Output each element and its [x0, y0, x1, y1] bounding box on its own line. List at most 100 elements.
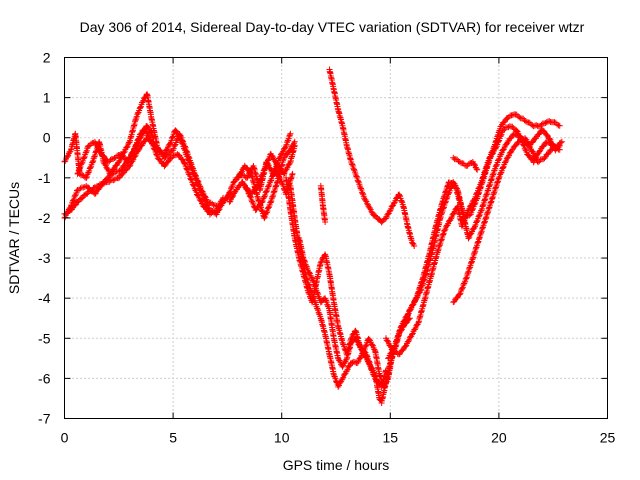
data-point — [402, 317, 409, 324]
y-tick-label: -2 — [38, 210, 51, 226]
data-point — [135, 136, 142, 143]
data-point — [508, 147, 515, 154]
data-point — [362, 353, 369, 360]
data-point — [284, 150, 291, 157]
data-point — [139, 99, 146, 106]
data-point — [194, 178, 201, 185]
data-point — [121, 162, 128, 169]
data-point — [107, 156, 114, 163]
data-point — [169, 134, 176, 141]
data-point — [400, 323, 407, 330]
data-point — [209, 200, 216, 207]
data-point — [192, 172, 199, 179]
data-point — [368, 366, 375, 373]
data-point — [154, 144, 161, 151]
data-point — [525, 141, 532, 148]
data-point — [183, 148, 190, 155]
data-point — [149, 133, 156, 140]
data-point — [522, 118, 529, 125]
data-point — [317, 259, 324, 266]
data-point — [161, 163, 168, 170]
y-tick-label: -4 — [38, 290, 51, 306]
data-point — [459, 285, 466, 292]
data-point — [71, 202, 78, 209]
data-point — [339, 375, 346, 382]
data-point — [64, 153, 71, 160]
data-point — [115, 159, 122, 166]
data-point — [368, 208, 375, 215]
data-point — [520, 115, 527, 122]
data-point — [339, 363, 346, 370]
y-tick-label: 0 — [43, 130, 51, 146]
data-point — [185, 154, 192, 161]
data-point — [548, 147, 555, 154]
data-points — [61, 66, 565, 407]
data-point — [284, 137, 291, 144]
data-point — [353, 173, 360, 180]
data-point — [359, 190, 366, 197]
data-point — [493, 162, 500, 169]
data-point — [504, 115, 511, 122]
data-point — [382, 215, 389, 222]
data-point — [452, 206, 459, 213]
y-tick-label: -5 — [38, 330, 51, 346]
data-point — [201, 193, 208, 200]
data-point — [411, 243, 418, 250]
data-point — [448, 180, 455, 187]
data-point — [472, 223, 479, 230]
data-point — [369, 341, 376, 348]
series-arc-4 — [74, 123, 157, 177]
data-point — [406, 307, 413, 314]
data-point — [471, 161, 478, 168]
data-point — [473, 218, 480, 225]
data-point — [534, 159, 541, 166]
data-point — [409, 302, 416, 309]
data-point — [471, 200, 478, 207]
data-point — [542, 119, 549, 126]
data-point — [399, 347, 406, 354]
data-point — [310, 293, 317, 300]
data-point — [167, 140, 174, 147]
data-point — [224, 194, 231, 201]
data-point — [213, 202, 220, 209]
data-point — [254, 182, 261, 189]
series-arc-17 — [450, 135, 565, 306]
data-point — [81, 154, 88, 161]
data-point — [388, 350, 395, 357]
data-point — [291, 142, 298, 149]
data-point — [131, 147, 138, 154]
data-point — [396, 192, 403, 199]
data-point — [405, 338, 412, 345]
data-point — [181, 160, 188, 167]
data-point — [314, 289, 321, 296]
data-point — [504, 139, 511, 146]
x-tick-label: 15 — [383, 430, 399, 446]
data-point — [265, 183, 272, 190]
data-point — [355, 178, 362, 185]
data-point — [409, 331, 416, 338]
data-point — [382, 367, 389, 374]
data-point — [465, 235, 472, 242]
data-point — [499, 147, 506, 154]
data-point — [308, 274, 315, 281]
data-point — [456, 158, 463, 165]
data-point — [556, 122, 563, 129]
data-point — [207, 211, 214, 218]
data-point — [506, 150, 513, 157]
data-point — [150, 134, 157, 141]
data-point — [70, 197, 77, 204]
data-point — [356, 341, 363, 348]
series-arc-11 — [296, 235, 389, 390]
data-point — [488, 151, 495, 158]
x-axis-label: GPS time / hours — [283, 457, 390, 473]
y-tick-label: 2 — [43, 50, 51, 66]
data-point — [558, 138, 565, 145]
data-point — [557, 139, 564, 146]
y-tick-label: -1 — [38, 170, 51, 186]
data-point — [146, 136, 153, 143]
series-arc-18 — [450, 154, 481, 173]
data-point — [355, 341, 362, 348]
data-point — [74, 170, 81, 177]
data-point — [100, 152, 107, 159]
data-point — [207, 199, 214, 206]
